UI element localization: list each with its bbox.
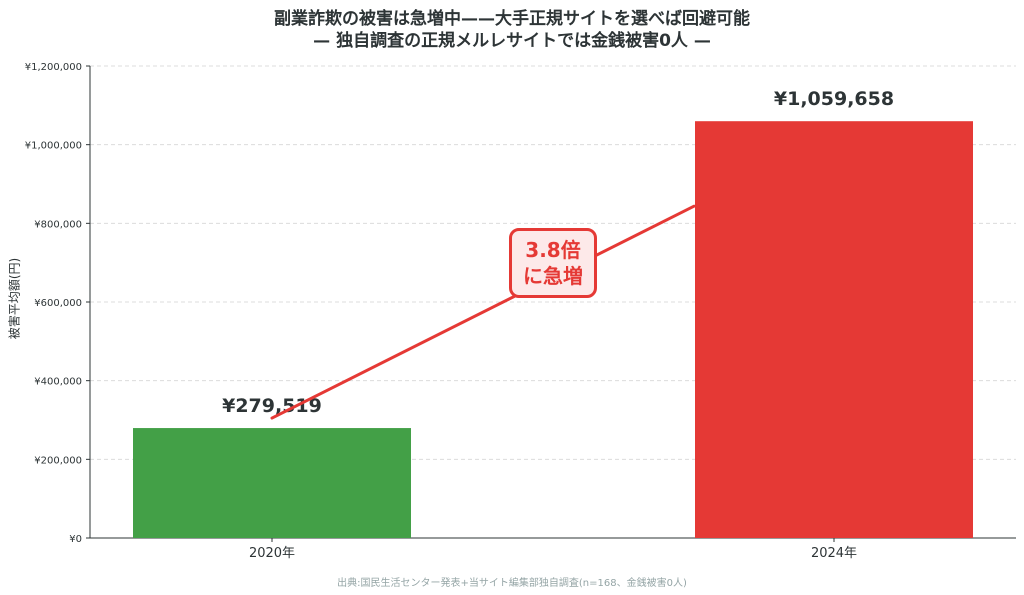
y-tick-label: ¥200,000 bbox=[34, 455, 82, 466]
y-tick-label: ¥1,000,000 bbox=[25, 141, 82, 152]
bar bbox=[133, 428, 411, 538]
chart-title-line2: — 独自調査の正規メルレサイトでは金銭被害0人 — bbox=[313, 31, 711, 51]
trend-line bbox=[270, 204, 696, 420]
y-tick-label: ¥800,000 bbox=[34, 219, 82, 230]
bar bbox=[695, 121, 973, 539]
y-tick-label: ¥0 bbox=[69, 534, 82, 545]
chart-title-line1: 副業詐欺の被害は急増中——大手正規サイトを選べば回避可能 bbox=[274, 9, 750, 29]
y-tick-label: ¥1,200,000 bbox=[25, 62, 82, 73]
x-tick-label: 2024年 bbox=[811, 546, 857, 561]
x-tick-label: 2020年 bbox=[249, 546, 295, 561]
callout-multiplier: 3.8倍 bbox=[525, 238, 581, 262]
callout-text: に急増 bbox=[523, 264, 583, 288]
source-note: 出典:国民生活センター発表+当サイト編集部独自調査(n=168、金銭被害0人) bbox=[337, 578, 687, 589]
bar-value-label: ¥279,519 bbox=[222, 395, 322, 417]
y-tick-label: ¥600,000 bbox=[34, 298, 82, 309]
growth-callout: 3.8倍 に急増 bbox=[509, 228, 597, 298]
bar-value-label: ¥1,059,658 bbox=[774, 88, 894, 110]
y-tick-label: ¥400,000 bbox=[34, 377, 82, 388]
